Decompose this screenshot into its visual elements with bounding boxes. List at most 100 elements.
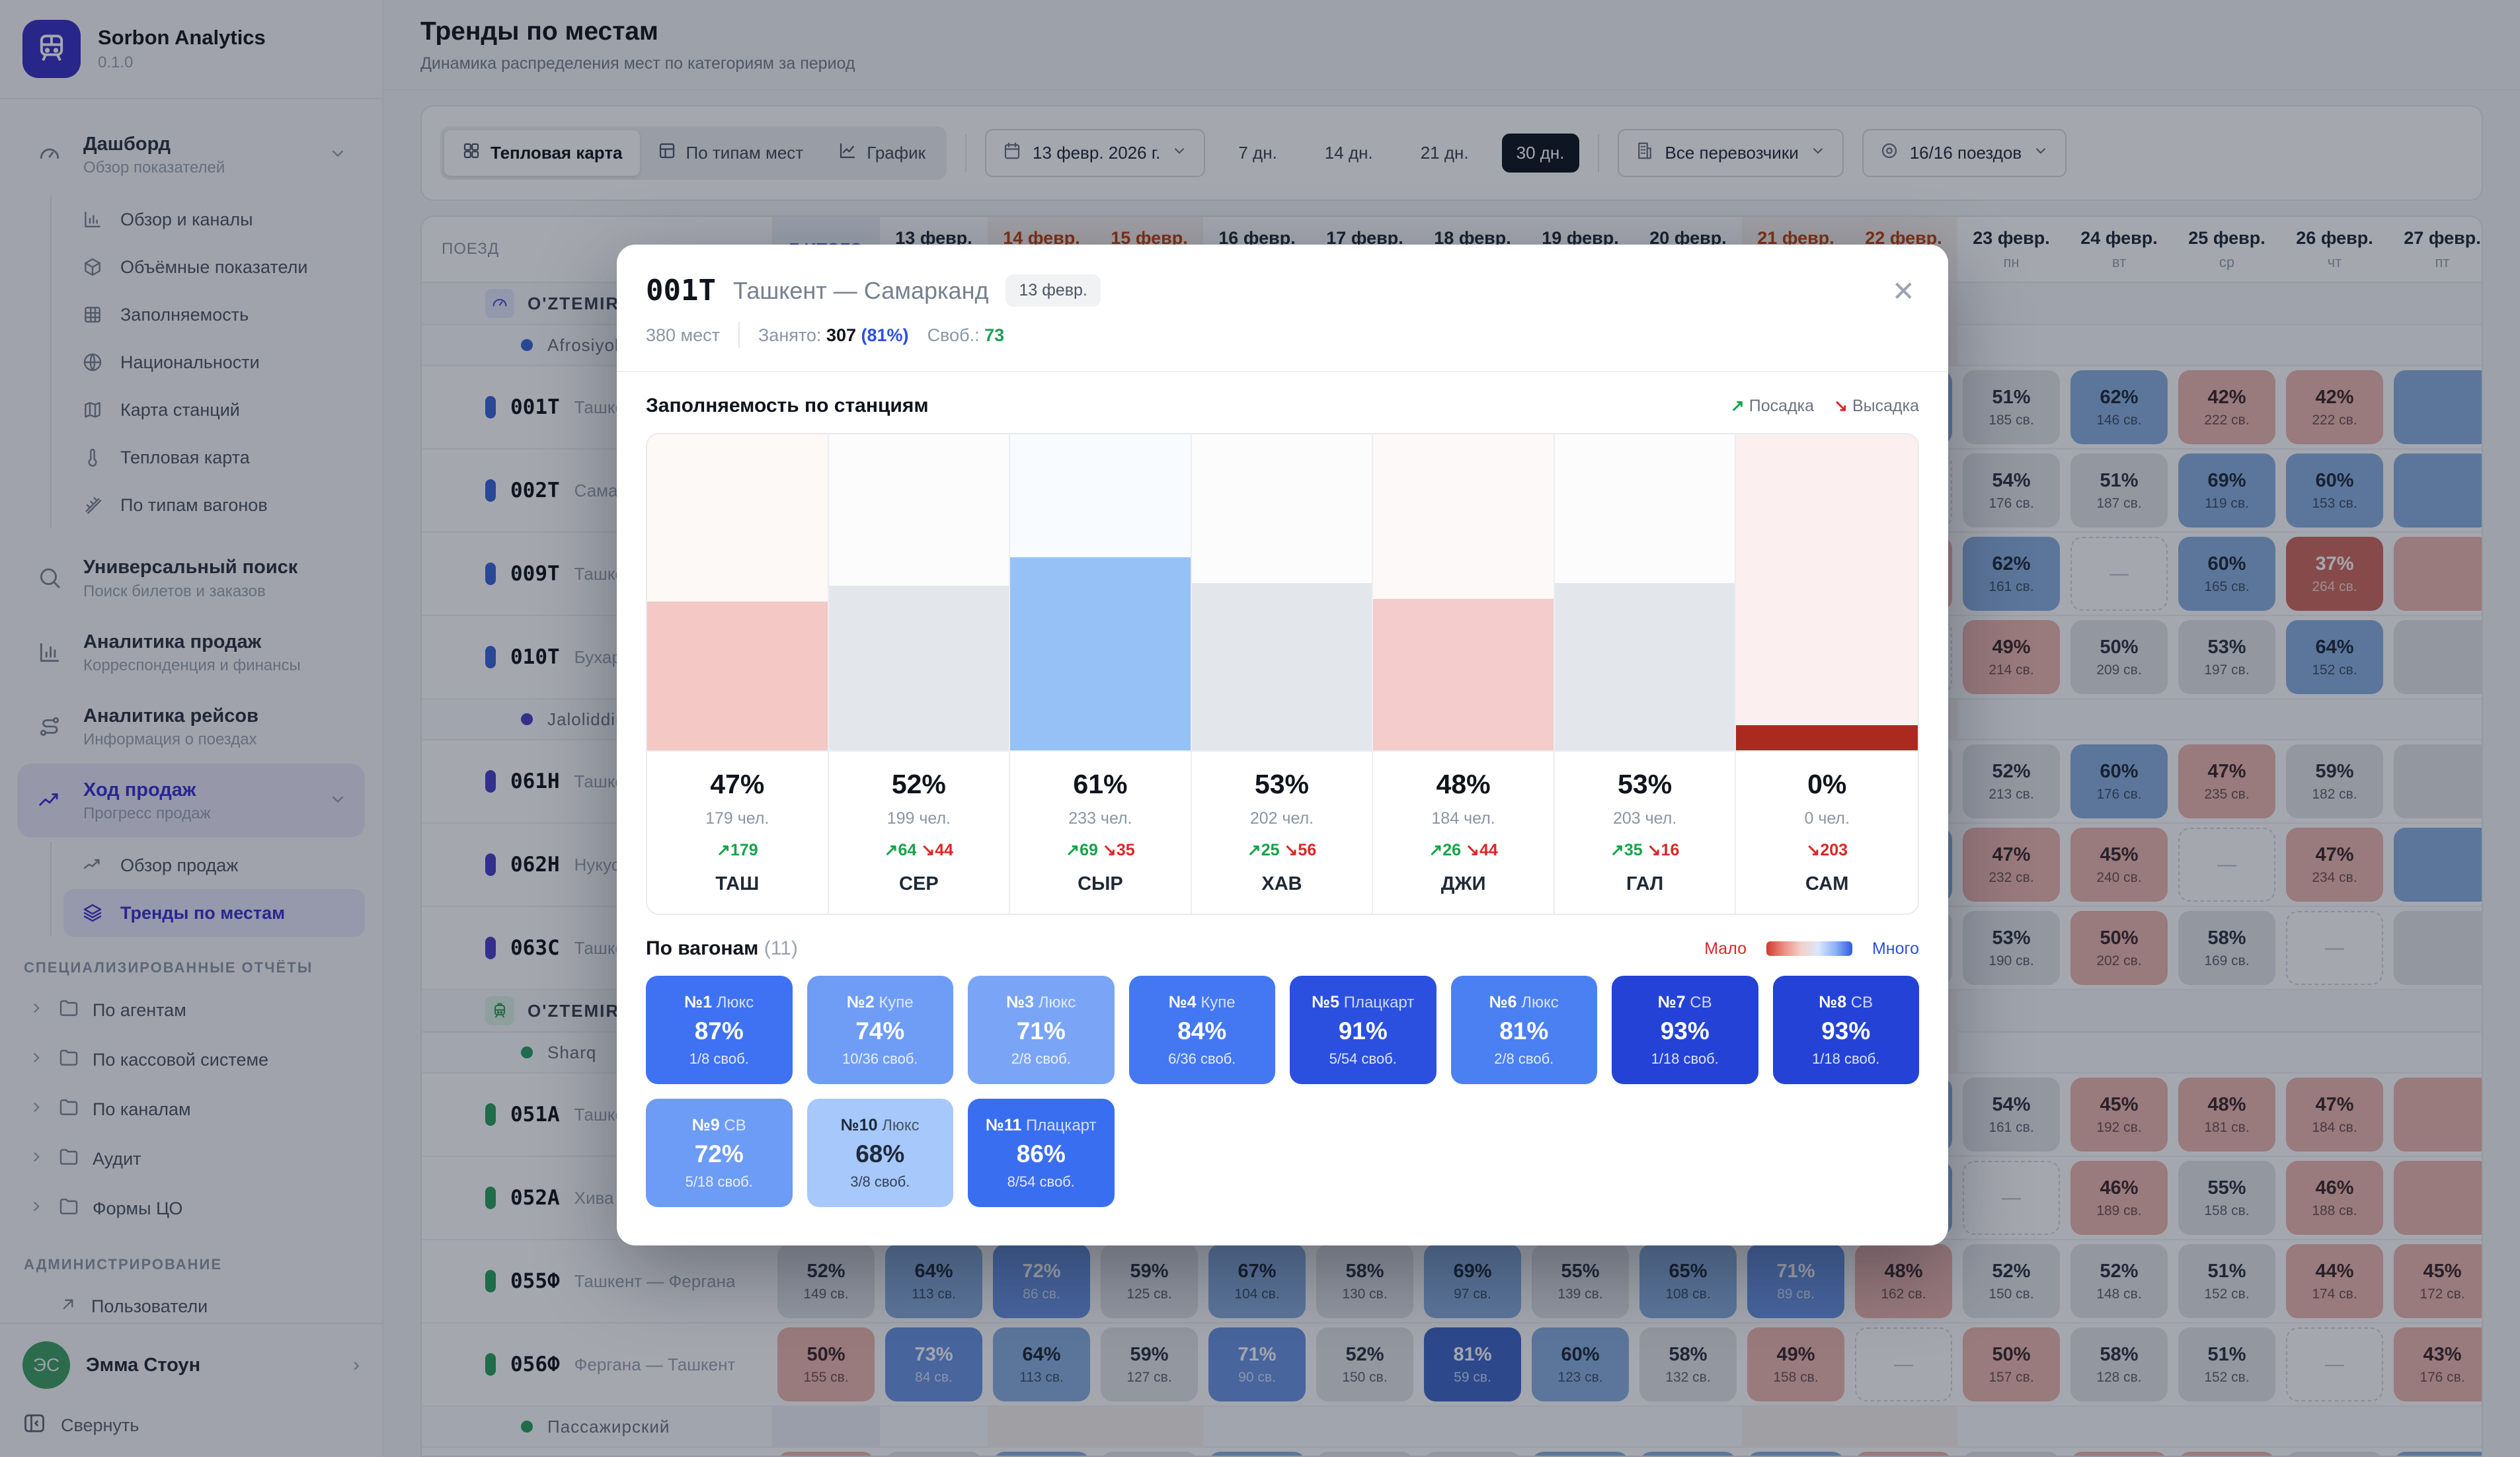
sidebar-item-sales-progress[interactable]: Ход продаж Прогресс продаж (17, 764, 365, 838)
station-bar[interactable] (1010, 557, 1191, 750)
sidebar-item-dashboard[interactable]: Дашборд Обзор показателей (17, 118, 365, 192)
heatmap-cell[interactable] (2286, 1452, 2383, 1456)
wagon-card[interactable]: №10 Люкс 68% 3/8 своб. (807, 1099, 953, 1207)
sidebar-item-аналитика-продаж[interactable]: Аналитика продаж Корреспонденция и финанс… (17, 615, 365, 689)
heatmap-cell[interactable]: 52% 213 св. (1963, 744, 2060, 818)
station-bar[interactable] (1554, 582, 1735, 750)
heatmap-cell[interactable]: 71% 90 св. (1208, 1327, 1306, 1401)
heatmap-cell[interactable]: 52% 150 св. (1963, 1244, 2060, 1318)
heatmap-cell[interactable]: 58% 128 св. (2070, 1327, 2168, 1401)
sidebar-item-формы-цо[interactable]: Формы ЦО (17, 1184, 365, 1234)
sidebar-item-по-каналам[interactable]: По каналам (17, 1085, 365, 1134)
heatmap-cell[interactable] (1747, 1452, 1844, 1456)
sidebar-item-пользователи[interactable]: Пользователи (17, 1282, 365, 1323)
heatmap-cell[interactable]: 43% 176 св. (2394, 1327, 2482, 1401)
heatmap-cell[interactable] (1101, 1452, 1198, 1456)
close-icon[interactable]: ✕ (1891, 276, 1915, 307)
heatmap-cell[interactable]: 62% 161 св. (1963, 537, 2060, 611)
heatmap-cell[interactable]: 42% 222 св. (2286, 370, 2383, 444)
heatmap-cell[interactable]: 53% 190 св. (1963, 911, 2060, 985)
heatmap-cell[interactable]: 59% 125 св. (1101, 1244, 1198, 1318)
range-21дн[interactable]: 21 дн. (1420, 143, 1469, 163)
range-14дн[interactable]: 14 дн. (1324, 143, 1373, 163)
heatmap-cell[interactable]: 69% 119 св. (2178, 453, 2275, 528)
heatmap-cell[interactable]: 47% 235 св. (2178, 744, 2275, 818)
train-label[interactable]: 055Ф Ташкент — Фергана (422, 1269, 772, 1293)
sidebar-item-обзор-продаж[interactable]: Обзор продаж (63, 842, 365, 889)
carriers-dropdown[interactable]: Все перевозчики (1617, 129, 1844, 177)
train-label[interactable]: 056Ф Фергана — Ташкент (422, 1353, 772, 1376)
wagon-card[interactable]: №3 Люкс 71% 2/8 своб. (968, 976, 1115, 1084)
heatmap-cell[interactable]: 51% 152 св. (2178, 1244, 2275, 1318)
heatmap-cell[interactable]: 72% 86 св. (993, 1244, 1090, 1318)
heatmap-cell[interactable]: 59% 182 св. (2286, 744, 2383, 818)
heatmap-cell[interactable]: 67% 104 св. (1208, 1244, 1306, 1318)
sidebar-item-тренды-по-местам[interactable]: Тренды по местам (63, 889, 365, 937)
sidebar-item-аудит[interactable]: Аудит (17, 1134, 365, 1184)
sidebar-item-национальности[interactable]: Национальности (63, 338, 365, 386)
heatmap-cell[interactable]: 51% 185 св. (1963, 370, 2060, 444)
heatmap-cell[interactable] (2394, 620, 2482, 694)
tab-по-типам-мест[interactable]: По типам мест (640, 130, 821, 176)
heatmap-cell[interactable]: 50% 209 св. (2070, 620, 2168, 694)
heatmap-cell[interactable]: 55% 139 св. (1532, 1244, 1629, 1318)
heatmap-cell[interactable]: 52% 150 св. (1316, 1327, 1413, 1401)
heatmap-cell[interactable]: 47% 234 св. (2286, 828, 2383, 902)
wagon-card[interactable]: №11 Плацкарт 86% 8/54 своб. (968, 1099, 1115, 1207)
heatmap-cell[interactable]: 42% 222 св. (2178, 370, 2275, 444)
sidebar-item-объёмные-показатели[interactable]: Объёмные показатели (63, 243, 365, 291)
heatmap-cell[interactable]: 60% 123 св. (1532, 1327, 1629, 1401)
heatmap-cell[interactable] (1208, 1452, 1306, 1456)
heatmap-cell[interactable]: 62% 146 св. (2070, 370, 2168, 444)
sidebar-item-универсальный-поиск[interactable]: Универсальный поиск Поиск билетов и заказ… (17, 541, 365, 615)
wagon-card[interactable]: №9 СВ 72% 5/18 своб. (646, 1099, 793, 1207)
heatmap-cell[interactable] (777, 1452, 875, 1456)
wagon-card[interactable]: №7 СВ 93% 1/18 своб. (1612, 976, 1758, 1084)
heatmap-cell[interactable] (2394, 911, 2482, 985)
heatmap-cell[interactable]: 49% 158 св. (1747, 1327, 1844, 1401)
heatmap-cell[interactable]: 50% 155 св. (777, 1327, 875, 1401)
heatmap-cell[interactable]: 58% 130 св. (1316, 1244, 1413, 1318)
station-bar[interactable] (1191, 582, 1372, 750)
heatmap-cell[interactable]: 51% 187 св. (2070, 453, 2168, 528)
heatmap-cell[interactable]: 46% 188 св. (2286, 1161, 2383, 1235)
heatmap-cell[interactable]: 48% 162 св. (1855, 1244, 1952, 1318)
heatmap-cell[interactable] (2394, 1161, 2482, 1235)
empty-cell[interactable]: — (2070, 537, 2168, 611)
range-7дн[interactable]: 7 дн. (1238, 143, 1277, 163)
heatmap-cell[interactable]: 50% 157 св. (1963, 1327, 2060, 1401)
heatmap-cell[interactable] (2394, 1452, 2482, 1456)
heatmap-cell[interactable]: 51% 152 св. (2178, 1327, 2275, 1401)
heatmap-cell[interactable]: 53% 197 св. (2178, 620, 2275, 694)
heatmap-cell[interactable]: 46% 189 св. (2070, 1161, 2168, 1235)
heatmap-cell[interactable]: 64% 113 св. (993, 1327, 1090, 1401)
heatmap-cell[interactable]: 73% 84 св. (885, 1327, 982, 1401)
heatmap-cell[interactable]: 52% 149 св. (777, 1244, 875, 1318)
trains-dropdown[interactable]: 16/16 поездов (1862, 129, 2067, 177)
heatmap-cell[interactable]: 44% 174 св. (2286, 1244, 2383, 1318)
heatmap-cell[interactable] (2394, 1078, 2482, 1152)
heatmap-cell[interactable] (1316, 1452, 1413, 1456)
heatmap-cell[interactable] (1532, 1452, 1629, 1456)
range-30дн[interactable]: 30 дн. (1501, 134, 1579, 173)
heatmap-cell[interactable] (2394, 370, 2482, 444)
heatmap-cell[interactable]: 64% 152 св. (2286, 620, 2383, 694)
heatmap-cell[interactable] (2394, 453, 2482, 528)
heatmap-cell[interactable]: 48% 181 св. (2178, 1078, 2275, 1152)
heatmap-cell[interactable]: 49% 214 св. (1963, 620, 2060, 694)
heatmap-cell[interactable]: 58% 132 св. (1639, 1327, 1737, 1401)
sidebar-item-карта-станций[interactable]: Карта станций (63, 386, 365, 434)
wagon-card[interactable]: №8 СВ 93% 1/18 своб. (1772, 976, 1919, 1084)
heatmap-cell[interactable]: 47% 232 св. (1963, 828, 2060, 902)
heatmap-cell[interactable]: 69% 97 св. (1424, 1244, 1521, 1318)
heatmap-cell[interactable]: 37% 264 св. (2286, 537, 2383, 611)
sidebar-item-по-агентам[interactable]: По агентам (17, 986, 365, 1035)
train-category-row[interactable]: Пассажирский (422, 1407, 2482, 1448)
station-bar[interactable] (1373, 598, 1554, 750)
heatmap-cell[interactable] (2178, 1452, 2275, 1456)
heatmap-cell[interactable]: 60% 176 св. (2070, 744, 2168, 818)
heatmap-cell[interactable]: 45% 192 св. (2070, 1078, 2168, 1152)
station-bar[interactable] (1736, 725, 1918, 750)
heatmap-cell[interactable]: 81% 59 св. (1424, 1327, 1521, 1401)
wagon-card[interactable]: №5 Плацкарт 91% 5/54 своб. (1290, 976, 1437, 1084)
